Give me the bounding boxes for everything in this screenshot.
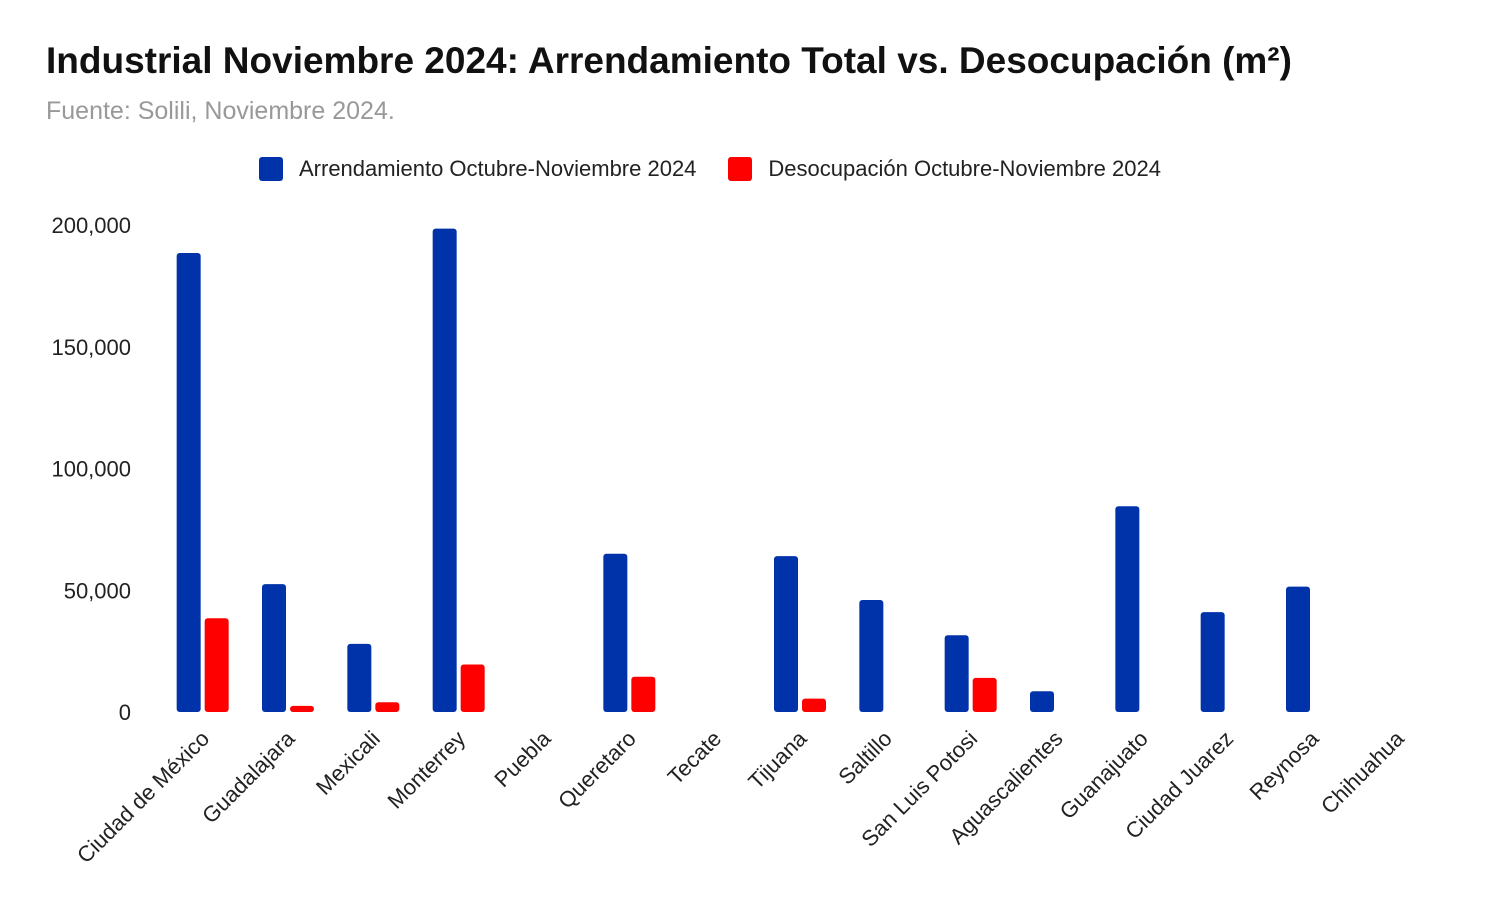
bar-desocupacion[interactable]: [375, 702, 400, 712]
y-tick-label: 100,000: [51, 457, 131, 482]
legend-item-arrendamiento[interactable]: Arrendamiento Octubre-Noviembre 2024: [259, 156, 696, 182]
legend-swatch-arrendamiento: [259, 157, 283, 181]
bar-arrendamiento[interactable]: [432, 228, 457, 712]
y-tick-label: 50,000: [64, 578, 131, 603]
x-tick-label: Guadalajara: [197, 725, 300, 828]
y-tick-label: 0: [119, 700, 131, 725]
bar-arrendamiento[interactable]: [262, 584, 286, 712]
legend-item-desocupacion[interactable]: Desocupación Octubre-Noviembre 2024: [728, 156, 1161, 182]
x-tick-label: Puebla: [489, 725, 556, 792]
y-tick-label: 150,000: [51, 335, 131, 360]
x-tick-label: Ciudad de México: [72, 726, 214, 868]
x-tick-label: Queretaro: [553, 726, 641, 814]
chart-title: Industrial Noviembre 2024: Arrendamiento…: [46, 40, 1292, 81]
bar-arrendamiento[interactable]: [347, 643, 372, 712]
x-tick-label: Mexicali: [311, 726, 385, 800]
bar-arrendamiento[interactable]: [1115, 506, 1140, 712]
legend-label-arrendamiento: Arrendamiento Octubre-Noviembre 2024: [299, 156, 697, 181]
bar-arrendamiento[interactable]: [859, 599, 884, 712]
bar-arrendamiento[interactable]: [1030, 691, 1054, 712]
legend: Arrendamiento Octubre-Noviembre 2024 Des…: [259, 156, 1193, 182]
chart-subtitle: Fuente: Solili, Noviembre 2024.: [46, 97, 395, 125]
x-tick-label: Chihuahua: [1316, 725, 1409, 818]
bar-desocupacion[interactable]: [460, 664, 485, 712]
bar-arrendamiento[interactable]: [176, 253, 201, 712]
bar-arrendamiento[interactable]: [774, 556, 798, 712]
y-tick-label: 200,000: [51, 213, 131, 238]
bar-arrendamiento[interactable]: [1200, 612, 1225, 712]
bar-desocupacion[interactable]: [204, 618, 229, 712]
legend-label-desocupacion: Desocupación Octubre-Noviembre 2024: [768, 156, 1161, 181]
bar-arrendamiento[interactable]: [1286, 586, 1310, 712]
x-tick-label: Monterrey: [382, 726, 470, 814]
legend-swatch-desocupacion: [728, 157, 753, 181]
bar-desocupacion[interactable]: [802, 698, 826, 712]
bar-desocupacion[interactable]: [972, 677, 997, 712]
bar-arrendamiento[interactable]: [603, 553, 628, 712]
x-tick-label: Reynosa: [1244, 725, 1324, 805]
x-tick-label: Tijuana: [743, 725, 812, 794]
bar-desocupacion[interactable]: [290, 705, 314, 712]
bar-desocupacion[interactable]: [631, 676, 656, 712]
x-tick-label: Tecate: [663, 726, 727, 790]
bar-arrendamiento[interactable]: [944, 635, 969, 712]
x-tick-label: Saltillo: [833, 726, 897, 790]
